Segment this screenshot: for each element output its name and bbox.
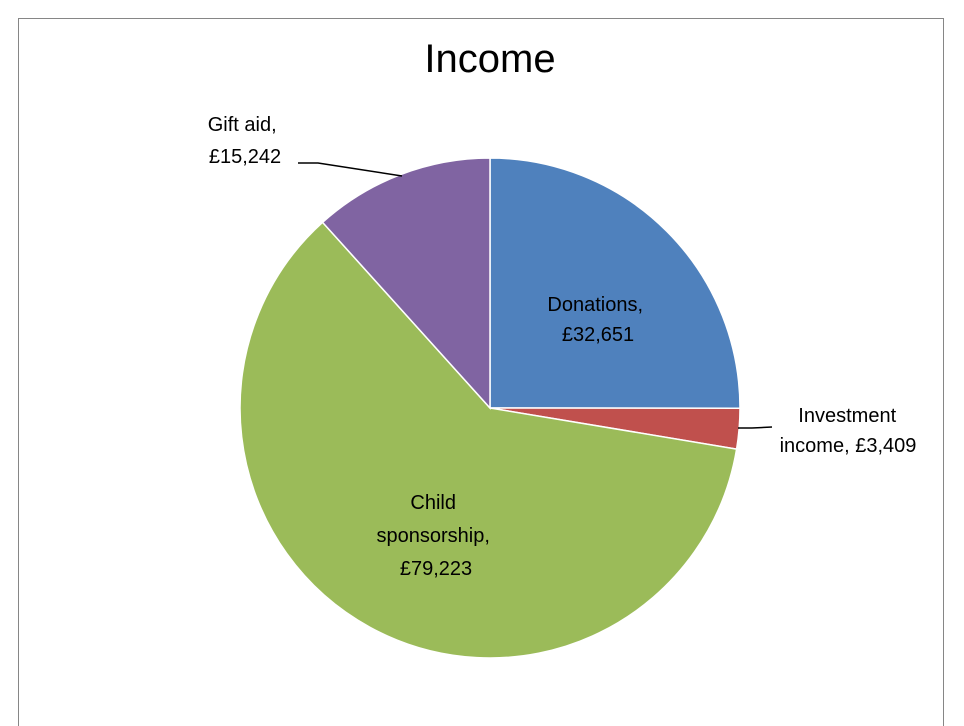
data-label-child-sponsorship: Child sponsorship, £79,223 <box>377 492 496 580</box>
data-labels: Donations, £32,651 Investment income, £3… <box>208 114 917 580</box>
data-label-child-line2: sponsorship, <box>377 525 490 547</box>
pie-slice-gift-aid <box>321 157 491 410</box>
data-label-investment: Investment income, £3,409 <box>780 405 917 457</box>
data-label-donations-line1: Donations, <box>547 294 643 316</box>
data-label-donations: Donations, £32,651 <box>547 294 648 346</box>
data-label-donations-line2: £32,651 <box>562 324 634 346</box>
data-label-gift-aid: Gift aid, £15,242 <box>208 114 282 168</box>
leader-lines <box>298 162 773 429</box>
pie-slice-donations <box>489 157 741 409</box>
data-label-investment-line2: income, £3,409 <box>780 435 917 457</box>
data-label-giftaid-line1: Gift aid, <box>208 114 277 136</box>
data-label-giftaid-line2: £15,242 <box>209 146 281 168</box>
pie-slices <box>239 157 741 659</box>
data-label-child-line3: £79,223 <box>400 558 472 580</box>
data-label-investment-line1: Investment <box>798 405 896 427</box>
pie-slice-child-sponsorship <box>239 221 738 659</box>
chart-title: Income <box>424 37 555 81</box>
leader-line-giftaid <box>298 162 403 177</box>
leader-line-investment-drop <box>751 426 773 429</box>
data-label-child-line1: Child <box>410 492 456 514</box>
